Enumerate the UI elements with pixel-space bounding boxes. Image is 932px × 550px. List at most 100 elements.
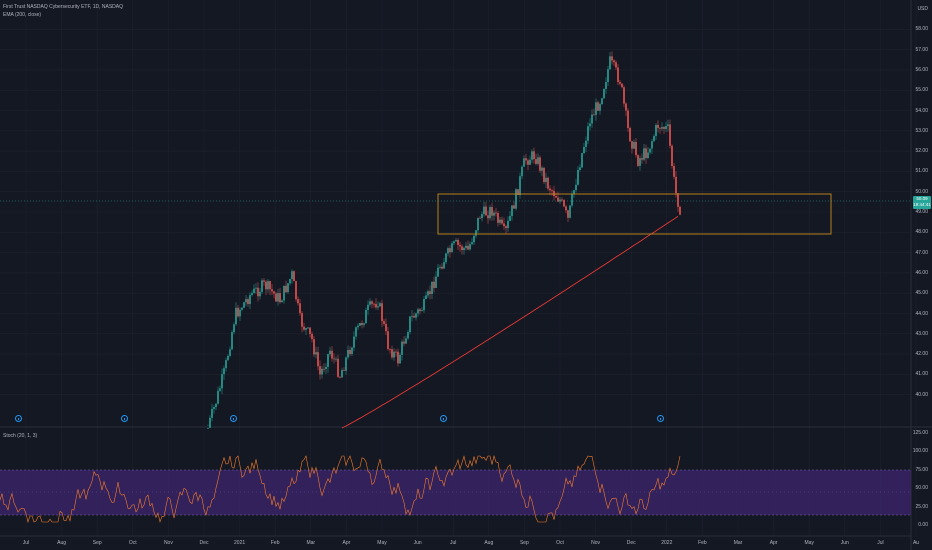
candle-body: [499, 219, 501, 223]
candle-body: [527, 160, 529, 165]
candle-body: [551, 190, 553, 192]
candle-body: [317, 352, 319, 367]
candle-body: [465, 245, 467, 248]
candle-body: [229, 349, 231, 356]
candle-body: [601, 98, 603, 105]
candle-body: [581, 153, 583, 168]
candle-body: [227, 355, 229, 361]
dividend-icon[interactable]: [230, 415, 237, 422]
candle-body: [671, 145, 673, 166]
price-axis-label: 58.00: [915, 26, 928, 33]
candle-body: [241, 307, 243, 310]
price-axis-label: 55.00: [915, 87, 928, 94]
candle-body: [223, 368, 225, 375]
candle-body: [555, 196, 557, 198]
time-axis-label: Jul: [877, 540, 884, 546]
candle-body: [617, 67, 619, 83]
price-axis-label: USD: [917, 6, 928, 12]
candle-body: [517, 189, 519, 195]
candle-body: [219, 388, 221, 391]
candle-body: [251, 292, 253, 295]
candle-body: [293, 271, 295, 282]
candle-body: [379, 303, 381, 307]
candle-body: [417, 309, 419, 314]
ema-legend[interactable]: EMA (200, close): [3, 12, 42, 18]
candle-body: [661, 127, 663, 129]
candle-body: [285, 285, 287, 293]
time-axis-label: Aug: [484, 540, 494, 546]
candle-body: [349, 349, 351, 355]
candle-body: [261, 280, 263, 292]
candle-body: [399, 354, 401, 364]
candle-body: [225, 360, 227, 369]
candle-body: [289, 279, 291, 284]
candle-body: [677, 193, 679, 207]
candle-body: [425, 295, 427, 300]
candle-body: [339, 376, 341, 378]
candle-body: [659, 127, 661, 129]
candle-body: [557, 197, 559, 202]
time-axis-label: Mar: [733, 540, 743, 546]
candle-body: [377, 306, 379, 308]
candle-body: [291, 271, 293, 280]
candle-body: [623, 87, 625, 104]
candle-body: [633, 141, 635, 149]
price-axis-label: 53.00: [915, 127, 928, 134]
candle-body: [535, 159, 537, 164]
candle-body: [653, 135, 655, 142]
symbol-legend[interactable]: First Trust NASDAQ Cybersecurity ETF, 1D…: [3, 4, 124, 10]
candle-body: [591, 114, 593, 124]
candle-body: [459, 244, 461, 247]
candle-body: [233, 324, 235, 333]
candle-body: [589, 123, 591, 127]
candle-body: [455, 239, 457, 242]
candle-body: [391, 349, 393, 358]
candle-body: [277, 293, 279, 302]
price-axis-label: 41.00: [915, 371, 928, 378]
dividend-icon[interactable]: [440, 415, 447, 422]
price-axis-label: 51.00: [915, 168, 928, 175]
time-axis-label: Au: [912, 540, 920, 546]
candle-body: [539, 157, 541, 171]
dividend-icon[interactable]: [15, 415, 22, 422]
candle-body: [489, 207, 491, 219]
candle-body: [287, 283, 289, 293]
candle-body: [533, 151, 535, 160]
candle-body: [565, 206, 567, 211]
candle-body: [301, 313, 303, 327]
candle-body: [395, 351, 397, 353]
stoch-legend[interactable]: Stoch (20, 1, 3): [3, 433, 38, 439]
candle-body: [613, 60, 615, 63]
candle-body: [651, 141, 653, 149]
current-price-value: 50.09: [916, 196, 928, 201]
candle-body: [333, 358, 335, 360]
dividend-icon[interactable]: [657, 415, 664, 422]
price-axis-label: 49.00: [915, 209, 928, 215]
time-axis-label: Jul: [22, 540, 30, 546]
support-resistance-zone[interactable]: [437, 193, 832, 235]
candle-body: [531, 151, 533, 160]
candle-body: [665, 126, 667, 129]
price-axis-label: 50.00: [915, 188, 928, 195]
candle-body: [441, 266, 443, 269]
candle-body: [467, 245, 469, 250]
candle-body: [635, 141, 637, 156]
candle-body: [655, 124, 657, 136]
candle-body: [311, 333, 313, 340]
candle-body: [485, 206, 487, 216]
candle-body: [519, 176, 521, 195]
time-axis-label: Oct: [128, 540, 137, 546]
candle-body: [637, 155, 639, 166]
candle-body: [423, 299, 425, 311]
candle-body: [597, 102, 599, 111]
dividend-icon[interactable]: [121, 415, 128, 422]
candle-body: [351, 347, 353, 355]
price-axis-label: 47.00: [915, 249, 928, 256]
candle-body: [631, 141, 633, 149]
candle-body: [305, 328, 307, 330]
stoch-band: [0, 470, 911, 515]
candle-body: [367, 304, 369, 310]
candle-body: [521, 166, 523, 177]
